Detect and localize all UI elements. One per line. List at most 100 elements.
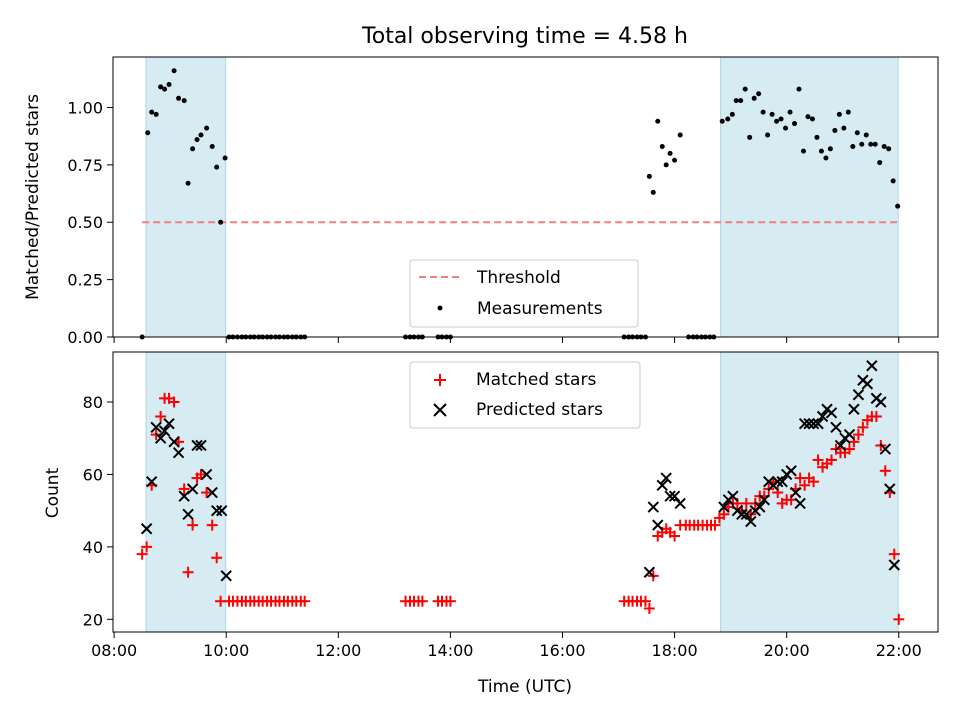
y-tick-label: 80 — [83, 393, 103, 412]
shaded-spans — [145, 56, 899, 338]
measurement-point — [836, 111, 842, 117]
measurement-points — [139, 68, 901, 340]
measurement-point — [787, 109, 793, 115]
measurement-point — [841, 125, 847, 131]
matched-star-point — [206, 519, 218, 531]
measurement-point — [809, 116, 815, 122]
matched-star-point — [136, 548, 148, 560]
y-axis-ticks: 0.00 0.25 0.50 0.75 1.00 — [67, 98, 113, 347]
predicted-star-point — [140, 523, 153, 535]
matched-star-point — [843, 443, 855, 455]
matched-star-point — [808, 476, 820, 488]
legend: Matched stars Predicted stars — [409, 361, 641, 429]
predicted-legend-marker — [433, 403, 447, 417]
measurement-point — [158, 84, 164, 90]
measurement-point — [796, 86, 802, 92]
matched-star-point — [639, 595, 651, 607]
matched-star-point — [444, 595, 456, 607]
matched-star-point — [182, 566, 194, 578]
shaded-span-1 — [145, 56, 227, 338]
measurement-point — [190, 146, 196, 152]
matched-star-point — [211, 552, 223, 564]
predicted-star-point — [736, 508, 748, 520]
predicted-star-point — [884, 483, 896, 495]
measurement-point — [222, 155, 228, 161]
predicted-star-point — [745, 515, 757, 528]
predicted-star-point — [785, 465, 797, 477]
measurement-point — [895, 203, 901, 209]
legend-box — [409, 259, 639, 328]
measurement-point — [859, 141, 865, 147]
measurement-point — [765, 132, 771, 138]
x-tick-label: 12:00 — [315, 641, 361, 660]
measurement-point — [778, 116, 784, 122]
predicted-star-point — [727, 490, 739, 502]
predicted-star-point — [888, 559, 900, 571]
y-tick-label: 0.00 — [67, 328, 103, 347]
predicted-star-point — [158, 425, 171, 437]
legend-label-threshold: Threshold — [476, 268, 561, 288]
predicted-star-point — [145, 475, 158, 488]
measurement-point — [760, 109, 766, 115]
top-panel: 0.00 0.25 0.50 0.75 1.00 Matched/Predicted s… — [23, 56, 939, 347]
measurement-point — [209, 144, 215, 150]
legend-box — [409, 361, 641, 429]
predicted-star-point — [754, 501, 766, 513]
measurement-point — [672, 157, 678, 163]
predicted-star-point — [852, 389, 865, 401]
measurement-point — [886, 146, 892, 152]
predicted-star-point — [660, 472, 672, 484]
measurement-point — [218, 219, 224, 225]
measurement-point — [725, 116, 731, 122]
predicted-star-point — [195, 439, 207, 452]
x-axis-ticks — [113, 337, 900, 343]
measurement-point — [655, 118, 661, 124]
measurement-point — [171, 68, 177, 74]
measurement-point — [845, 109, 851, 115]
shaded-span-2 — [720, 351, 899, 633]
predicted-star-point — [758, 494, 770, 506]
measurement-point — [663, 162, 669, 168]
measurement-point — [805, 114, 811, 120]
measurement-point — [890, 178, 896, 184]
measurement-point — [194, 137, 200, 143]
x-tick-label: 16:00 — [539, 641, 585, 660]
measurement-point — [204, 125, 210, 131]
matched-star-point — [812, 454, 824, 466]
measurement-point — [814, 134, 820, 140]
measurement-point — [877, 160, 883, 166]
y-tick-label: 0.25 — [67, 271, 103, 290]
measurement-point — [729, 111, 735, 117]
y-axis-ticks: 20 40 60 80 — [83, 393, 113, 629]
measurement-point — [872, 141, 878, 147]
measurement-point — [742, 86, 748, 92]
measurement-point — [800, 148, 806, 154]
matched-star-point — [168, 396, 180, 408]
predicted-star-point — [168, 436, 180, 448]
measurement-point — [166, 82, 172, 88]
y-tick-label: 0.50 — [67, 213, 103, 232]
matched-star-point — [187, 519, 199, 531]
measurement-point — [145, 130, 151, 136]
predicted-star-point — [172, 446, 185, 459]
predicted-star-point — [879, 443, 892, 455]
predicted-star-point — [875, 396, 887, 408]
predicted-star-point — [776, 475, 788, 488]
matched-star-point — [669, 530, 681, 542]
predicted-star-point — [798, 418, 811, 430]
measurement-point — [198, 132, 204, 138]
x-tick-label: 14:00 — [427, 641, 473, 660]
predicted-star-point — [794, 497, 806, 510]
predicted-star-point — [643, 566, 656, 578]
matched-legend-marker — [434, 374, 446, 386]
y-tick-label: 0.75 — [67, 156, 103, 175]
measurement-point — [783, 125, 789, 131]
measurement-point — [827, 146, 833, 152]
predicted-star-point — [200, 468, 213, 481]
predicted-stars-points — [140, 360, 900, 582]
measurement-point — [854, 130, 860, 136]
measurement-point — [153, 111, 159, 117]
predicted-star-point — [210, 504, 223, 517]
measurement-point — [667, 150, 673, 156]
